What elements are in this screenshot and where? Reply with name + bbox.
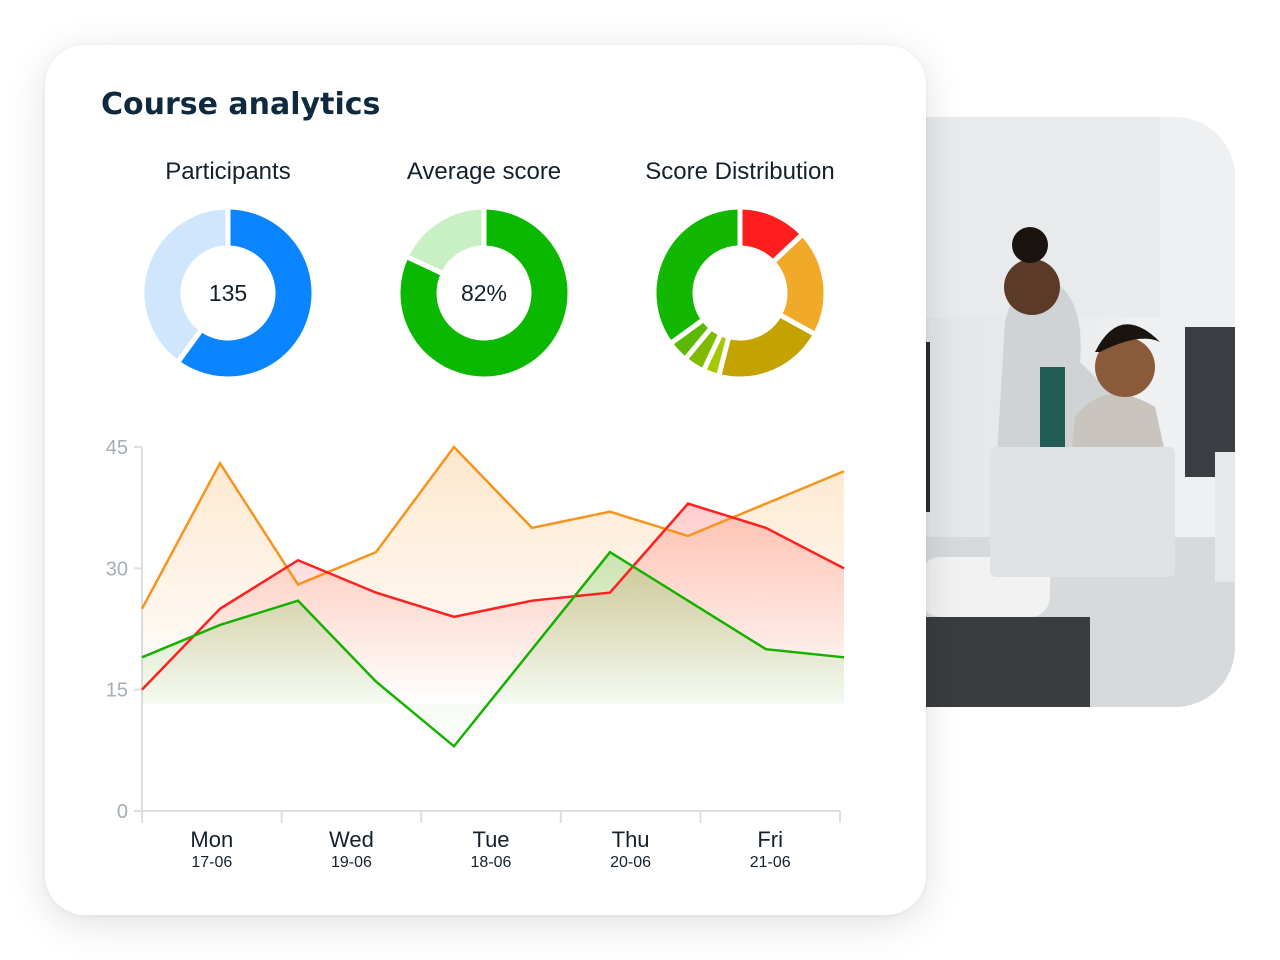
x-tick-date: 20-06	[610, 854, 651, 871]
series-line	[141, 550, 845, 749]
donut-slice	[395, 204, 573, 382]
participants-label: Participants	[165, 158, 291, 185]
x-tick-label: Fri	[757, 827, 783, 852]
series-line	[140, 445, 845, 610]
y-tick-label: 15	[106, 680, 128, 702]
donut-slice	[173, 204, 317, 382]
donut-slice	[139, 204, 231, 367]
y-tick-label: 0	[117, 801, 128, 823]
donut-slice	[651, 204, 743, 348]
series-area	[142, 552, 844, 747]
analytics-card: Course analytics Participants 135 Averag…	[45, 45, 926, 915]
y-tick-label: 30	[106, 558, 128, 580]
score-distribution-label: Score Distribution	[645, 158, 835, 185]
y-tick-label: 45	[106, 437, 128, 459]
x-tick-date: 21-06	[750, 854, 791, 871]
score-distribution-donut	[651, 204, 829, 382]
participants-donut: 135	[139, 204, 317, 382]
average-score-donut: 82%	[395, 204, 573, 382]
x-tick-date: 18-06	[471, 854, 512, 871]
series-line	[141, 502, 845, 691]
card-title: Course analytics	[101, 87, 381, 122]
x-tick-label: Mon	[190, 827, 233, 852]
donut-center-value: 82%	[461, 280, 507, 306]
x-tick-label: Wed	[329, 827, 374, 852]
donut-slice	[402, 204, 487, 278]
x-tick-date: 19-06	[331, 854, 372, 871]
x-tick-date: 17-06	[191, 854, 232, 871]
x-tick-label: Tue	[472, 827, 509, 852]
average-score-label: Average score	[406, 158, 562, 185]
line-chart: 0 15 30 45 Mon 17-06 Wed 19-06 Tue 18-06 Thu 20-06 F…	[106, 437, 845, 871]
x-tick-label: Thu	[612, 827, 650, 852]
donut-center-value: 135	[209, 280, 247, 306]
donut-slice	[715, 311, 819, 382]
